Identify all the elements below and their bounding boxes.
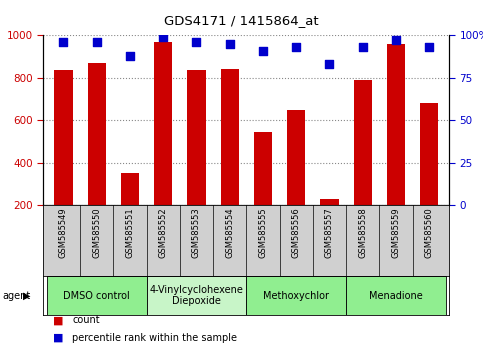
- Bar: [287, 110, 305, 205]
- Bar: [320, 199, 339, 205]
- Bar: [146, 276, 246, 315]
- Text: ■: ■: [53, 315, 64, 325]
- Point: [326, 62, 333, 67]
- Point: [93, 39, 100, 45]
- Bar: [346, 276, 446, 315]
- Bar: [154, 42, 172, 205]
- Point: [226, 41, 234, 47]
- Point: [259, 48, 267, 53]
- Point: [392, 38, 400, 43]
- Text: Methoxychlor: Methoxychlor: [263, 291, 329, 301]
- Point: [159, 34, 167, 40]
- Text: GDS4171 / 1415864_at: GDS4171 / 1415864_at: [164, 14, 319, 27]
- Bar: [47, 276, 146, 315]
- Point: [426, 45, 433, 50]
- Text: GSM585555: GSM585555: [258, 207, 268, 258]
- Bar: [221, 69, 239, 205]
- Bar: [354, 80, 372, 205]
- Bar: [254, 132, 272, 205]
- Text: GSM585559: GSM585559: [392, 207, 400, 258]
- Text: agent: agent: [2, 291, 30, 301]
- Point: [292, 45, 300, 50]
- Text: GSM585560: GSM585560: [425, 207, 434, 258]
- Text: ▶: ▶: [23, 291, 31, 301]
- Point: [193, 39, 200, 45]
- Text: ■: ■: [53, 333, 64, 343]
- Text: 4-Vinylcyclohexene
Diepoxide: 4-Vinylcyclohexene Diepoxide: [150, 285, 243, 307]
- Text: GSM585554: GSM585554: [225, 207, 234, 258]
- Text: GSM585550: GSM585550: [92, 207, 101, 258]
- Point: [126, 53, 134, 59]
- Bar: [420, 103, 439, 205]
- Bar: [54, 70, 72, 205]
- Point: [359, 45, 367, 50]
- Bar: [246, 276, 346, 315]
- Bar: [187, 70, 206, 205]
- Text: percentile rank within the sample: percentile rank within the sample: [72, 333, 238, 343]
- Bar: [87, 63, 106, 205]
- Text: GSM585558: GSM585558: [358, 207, 367, 258]
- Bar: [387, 44, 405, 205]
- Text: GSM585552: GSM585552: [159, 207, 168, 258]
- Bar: [121, 173, 139, 205]
- Text: count: count: [72, 315, 100, 325]
- Text: GSM585549: GSM585549: [59, 207, 68, 258]
- Text: GSM585551: GSM585551: [126, 207, 134, 258]
- Text: GSM585553: GSM585553: [192, 207, 201, 258]
- Text: DMSO control: DMSO control: [63, 291, 130, 301]
- Text: Menadione: Menadione: [369, 291, 423, 301]
- Text: GSM585557: GSM585557: [325, 207, 334, 258]
- Point: [59, 39, 67, 45]
- Text: GSM585556: GSM585556: [292, 207, 301, 258]
